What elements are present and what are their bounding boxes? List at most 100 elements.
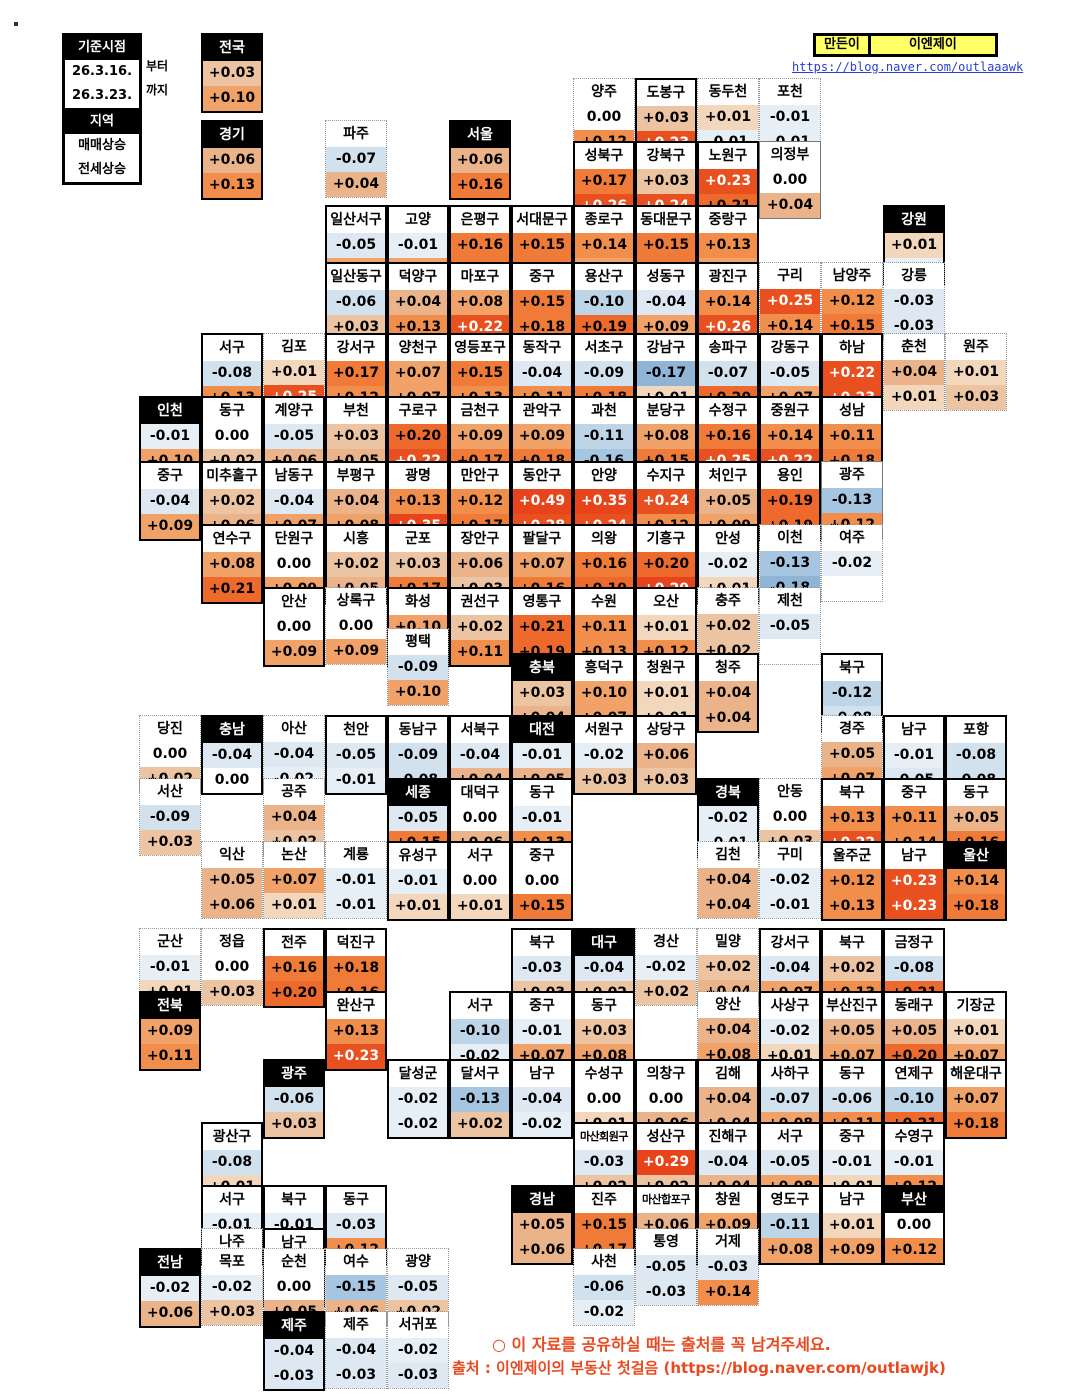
region-name: 북구 [823,780,881,806]
sale-change-value: -0.01 [513,806,571,831]
region-name: 서원구 [575,717,633,743]
region-name: 금정구 [885,930,943,956]
jeonse-change-value: -0.02 [513,1112,571,1137]
sale-change-value: -0.01 [885,1150,943,1175]
region-cell: 의정부 0.00 +0.04 [759,141,821,219]
region-cell: 통영 -0.05 -0.03 [635,1228,697,1306]
region-cell: 제천 -0.05 [759,587,821,665]
sale-change-value: -0.06 [265,1087,323,1112]
jeonse-change-value: +0.03 [637,768,695,793]
region-name: 중구 [513,993,571,1019]
region-name: 통영 [636,1229,696,1255]
region-name: 원주 [946,334,1006,360]
sale-change-value: +0.11 [823,424,881,449]
sale-change-value: +0.03 [203,61,261,86]
region-name: 용인 [761,463,819,489]
region-cell: 영도구 -0.11 +0.08 [759,1185,821,1265]
sale-change-value: +0.01 [947,1019,1005,1044]
region-name: 유성구 [389,843,447,869]
region-name: 안산 [265,589,323,615]
region-name: 강서구 [761,930,819,956]
region-cell: 거제 -0.03 +0.14 [697,1228,759,1306]
sale-change-value: -0.15 [326,1275,386,1300]
jeonse-change-value: +0.09 [326,639,386,664]
region-name: 계룡 [326,842,386,868]
region-name: 군포 [389,526,447,552]
region-cell: 울주군 +0.12 +0.13 [821,841,883,921]
region-cell: 해운대구 +0.07 +0.18 [945,1059,1007,1139]
sale-change-value: 0.00 [203,424,261,449]
region-cell: 경기 +0.06 +0.13 [201,120,263,200]
jeonse-change-value: +0.09 [823,1238,881,1263]
region-cell: 안산 0.00 +0.09 [263,587,325,667]
region-cell: 성산구+0.29+0.02 [635,1122,697,1202]
sale-change-value: -0.03 [513,956,571,981]
region-name: 사천 [574,1249,634,1275]
region-cell: 남양주 +0.12 +0.15 [821,262,883,340]
region-name: 충북 [513,655,571,681]
sale-change-value: +0.01 [885,233,943,258]
region-name: 마포구 [451,264,509,290]
region-name: 동구 [513,780,571,806]
jeonse-change-value: +0.13 [823,894,881,919]
sale-change-value: +0.04 [698,868,758,893]
jeonse-change-value: +0.03 [202,1300,262,1325]
region-name: 만안구 [451,463,509,489]
region-name: 양천구 [389,335,447,361]
region-name: 달서구 [451,1061,509,1087]
region-name: 영통구 [513,589,571,615]
region-cell: 동래구 +0.05 +0.20 [883,991,945,1071]
region-name: 포천 [760,79,820,105]
footer-source-line: 출처 : 이엔제이의 부동산 첫걸음 (https://blog.naver.c… [452,1359,946,1377]
jeonse-change-value: +0.14 [698,1280,758,1305]
sale-change-value: +0.02 [451,615,509,640]
region-cell: 김천 +0.04 +0.04 [697,841,759,919]
row2-legend-label: 전세상승 [78,162,126,177]
row1-legend-label: 매매상승 [78,138,126,153]
jeonse-change-value: +0.03 [140,830,200,855]
region-name: 구로구 [389,398,447,424]
sale-change-value: -0.06 [823,1087,881,1112]
region-name: 진주 [575,1187,633,1213]
jeonse-change-value: +0.04 [326,172,386,197]
sale-change-value: +0.17 [327,361,385,386]
region-name: 창원 [699,1187,757,1213]
jeonse-change-value: +0.01 [884,385,944,410]
sale-change-value: +0.04 [699,681,757,706]
region-name: 춘천 [884,334,944,360]
region-name: 중랑구 [699,207,757,233]
region-cell: 춘천 +0.04 +0.01 [883,333,945,411]
jeonse-change-value: +0.04 [699,706,757,731]
sale-change-value: +0.20 [389,424,447,449]
jeonse-change-value: -0.02 [574,1300,634,1325]
sale-change-value: -0.02 [141,1276,199,1301]
region-name: 대구 [575,930,633,956]
region-name: 강원 [885,207,943,233]
region-name: 경북 [699,780,757,806]
brand-url-link[interactable]: https://blog.naver.com/outlaaawk [792,60,1024,74]
jeonse-change-value: +0.06 [513,1238,571,1263]
region-cell: 남구 -0.04 -0.02 [511,1059,573,1139]
sale-change-value: +0.05 [699,489,757,514]
region-name: 당진 [140,716,200,742]
jeonse-change-value: -0.03 [265,1364,323,1389]
date-to-suffix: 까지 [146,83,169,97]
region-cell: 오산 +0.01 +0.12 [635,587,697,667]
sale-change-value: -0.04 [513,361,571,386]
region-name: 정읍 [202,929,262,955]
region-name: 팔달구 [513,526,571,552]
region-name: 달성군 [389,1061,447,1087]
region-name: 동작구 [513,335,571,361]
sale-change-value: -0.05 [389,806,447,831]
region-name: 연제구 [885,1061,943,1087]
sale-change-value: -0.03 [327,1213,385,1238]
sale-change-value: +0.07 [513,552,571,577]
sale-change-value: +0.29 [637,1150,695,1175]
region-name: 성북구 [575,143,633,169]
sale-change-value: -0.01 [389,869,447,894]
region-name: 구리 [760,263,820,289]
sale-change-value: +0.05 [513,1213,571,1238]
region-cell: 동남구-0.09-0.08 [387,715,449,795]
region-cell: 논산 +0.07 +0.01 [263,841,325,919]
sale-change-value: +0.05 [947,806,1005,831]
